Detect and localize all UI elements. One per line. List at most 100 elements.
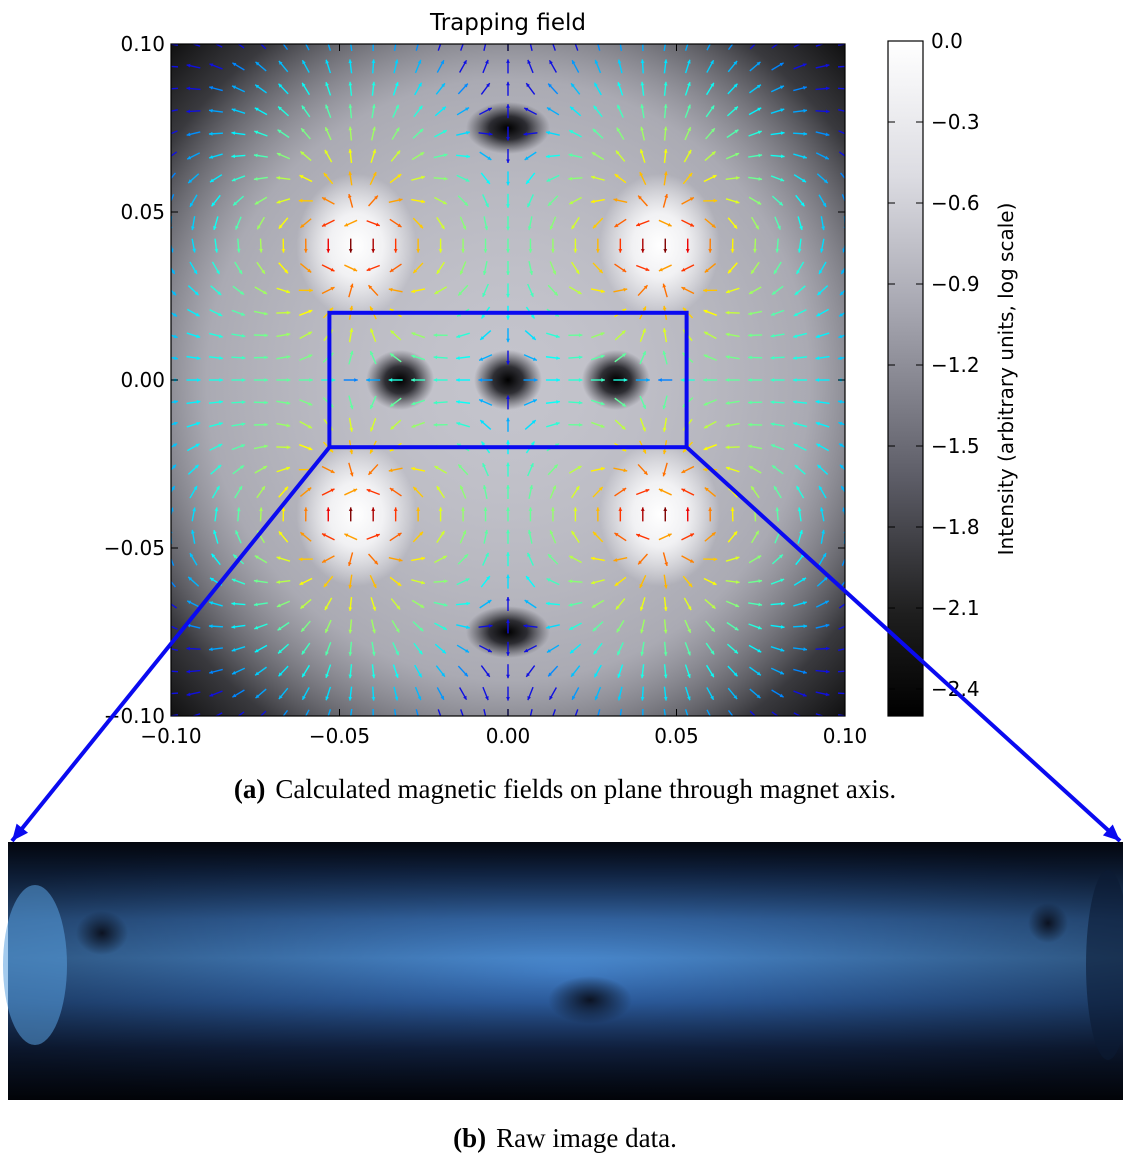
field-arrow-head xyxy=(796,270,800,275)
field-arrow xyxy=(793,712,802,716)
field-arrow-head xyxy=(793,422,798,426)
field-arrow-head xyxy=(187,155,192,160)
field-arrow-head xyxy=(711,151,716,156)
field-arrow-head xyxy=(167,576,171,580)
field-arrow-head xyxy=(235,530,239,535)
field-arrow-head xyxy=(556,356,560,360)
field-arrow-head xyxy=(193,270,197,275)
field-arrow-head xyxy=(418,650,423,655)
field-arrow-head xyxy=(371,59,376,64)
field-arrow-head xyxy=(552,485,557,490)
field-arrow-head xyxy=(663,171,668,176)
field-arrow-head xyxy=(434,290,439,294)
field-arrow-head xyxy=(710,718,713,722)
field-arrow-head xyxy=(174,399,178,404)
field-arrow-head xyxy=(484,37,488,41)
field-arrow-head xyxy=(770,378,775,382)
field-arrow-head xyxy=(662,472,667,477)
field-arrow-head xyxy=(848,715,852,719)
field-arrow-head xyxy=(286,332,291,337)
field-arrow-head xyxy=(710,673,714,678)
field-arrow-head xyxy=(614,582,619,586)
field-arrow-head xyxy=(219,378,223,382)
field-arrow-head xyxy=(793,312,798,317)
field-arrow-head xyxy=(254,555,259,560)
field-arrow-head xyxy=(817,291,822,296)
field-arrow-head xyxy=(465,178,470,182)
zoom-connector-right xyxy=(685,445,1122,843)
field-arrow-head xyxy=(822,202,827,207)
field-arrow-head xyxy=(348,719,352,723)
field-arrow-head xyxy=(302,673,306,678)
field-arrow-head xyxy=(531,336,536,340)
field-arrow-head xyxy=(374,560,378,565)
field-source-spot xyxy=(296,442,417,587)
field-arrow-head xyxy=(330,469,335,473)
field-arrow-head xyxy=(687,673,691,678)
field-arrow-head xyxy=(487,600,492,604)
field-arrow xyxy=(841,194,845,203)
field-arrow-head xyxy=(527,59,531,64)
field-arrow-head xyxy=(527,552,531,557)
field-arrow-head xyxy=(571,225,576,230)
field-arrow-head xyxy=(622,447,627,452)
field-arrow-head xyxy=(286,289,290,294)
field-arrow-head xyxy=(802,178,807,183)
field-arrow-head xyxy=(255,694,260,699)
colorbar-tick-label: −1.8 xyxy=(931,515,980,539)
field-arrow-head xyxy=(348,249,353,253)
field-arrow-head xyxy=(462,225,467,230)
field-arrow-head xyxy=(663,126,668,131)
field-arrow-head xyxy=(254,130,259,135)
field-arrow-head xyxy=(756,671,761,676)
field-arrow-head xyxy=(815,421,820,426)
field-arrow-head xyxy=(614,174,619,178)
field-arrow-head xyxy=(658,267,663,272)
field-arrow-head xyxy=(592,128,597,133)
field-arrow-head xyxy=(527,529,532,534)
field-arrow-head xyxy=(663,149,668,153)
field-arrow-head xyxy=(797,248,802,253)
field-arrow-head xyxy=(208,647,213,652)
field-arrow-head xyxy=(756,694,761,699)
field-arrow-head xyxy=(186,669,191,674)
field-arrow-head xyxy=(458,464,463,469)
field-arrow-head xyxy=(530,292,534,297)
field-arrow-head xyxy=(663,629,668,634)
field-arrow-head xyxy=(214,507,219,512)
field-arrow-head xyxy=(462,37,466,41)
field-arrow-head xyxy=(757,625,762,630)
field-arrow-head xyxy=(802,670,807,674)
field-arrow-head xyxy=(713,198,718,203)
zoom-connector-right-head xyxy=(1102,824,1120,841)
field-arrow-head xyxy=(419,531,424,536)
field-arrow-head xyxy=(262,466,267,470)
field-arrow-head xyxy=(240,312,245,316)
field-arrow-head xyxy=(208,624,213,629)
field-arrow-head xyxy=(326,249,331,253)
field-arrow-head xyxy=(748,355,752,360)
field-arrow-head xyxy=(755,530,759,535)
field-arrow-head xyxy=(546,130,550,135)
field-arrow-head xyxy=(256,39,260,43)
field-arrow-head xyxy=(456,334,461,339)
field-arrow-head xyxy=(325,82,329,87)
field-arrow-head xyxy=(485,696,489,701)
field-arrow-head xyxy=(349,305,354,310)
field-arrow-head xyxy=(442,626,447,630)
field-arrow-head xyxy=(506,338,510,343)
photo-tube-end-left xyxy=(3,885,67,1045)
field-arrow-head xyxy=(217,465,222,469)
zoom-connector-left xyxy=(10,445,331,843)
field-arrow xyxy=(437,44,442,51)
field-arrow-head xyxy=(802,86,807,90)
field-arrow xyxy=(171,714,179,716)
field-arrow-head xyxy=(172,464,177,469)
field-arrow-head xyxy=(506,361,510,365)
field-arrow-head xyxy=(748,333,752,338)
field-arrow-head xyxy=(793,334,798,338)
field-arrow-head xyxy=(667,222,672,227)
field-arrow-head xyxy=(261,486,265,491)
field-arrow-head xyxy=(259,248,263,253)
field-arrow-head xyxy=(366,267,371,272)
